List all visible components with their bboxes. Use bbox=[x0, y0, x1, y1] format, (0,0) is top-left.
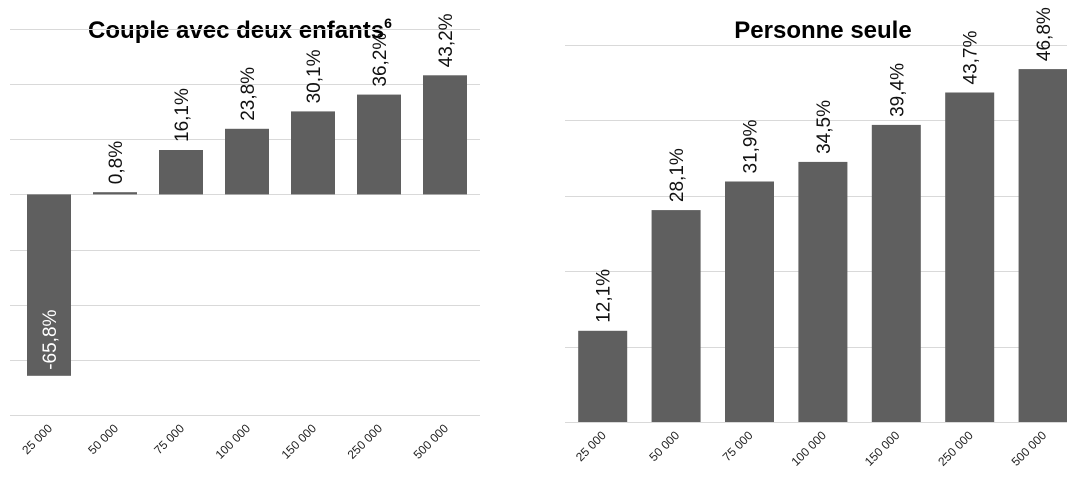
data-label: 39,4% bbox=[887, 63, 908, 117]
chart-couple: -65,8% 25 000 0,8% 50 000 16,1% 75 000 23,8% 10… bbox=[10, 13, 480, 462]
x-tick-label: 150 000 bbox=[279, 421, 320, 462]
bar bbox=[1018, 69, 1067, 422]
x-tick-label: 150 000 bbox=[862, 428, 903, 469]
bar bbox=[159, 150, 203, 195]
data-label: 16,1% bbox=[172, 88, 193, 142]
data-label: 43,7% bbox=[961, 31, 982, 85]
x-tick-label: 250 000 bbox=[935, 428, 976, 469]
bar bbox=[798, 161, 848, 422]
x-tick-label: 25 000 bbox=[573, 428, 609, 464]
bar bbox=[945, 92, 995, 422]
x-tick-label: 500 000 bbox=[1009, 428, 1050, 469]
data-label: 23,8% bbox=[238, 67, 259, 121]
data-label: 0,8% bbox=[106, 141, 127, 184]
x-tick-label: 75 000 bbox=[720, 428, 756, 464]
chart-title-single: Personne seule bbox=[734, 17, 911, 44]
data-label: -65,8% bbox=[40, 309, 61, 369]
x-tick-label: 500 000 bbox=[411, 421, 452, 462]
x-tick-label: 100 000 bbox=[213, 421, 254, 462]
data-label: 34,5% bbox=[814, 100, 835, 154]
bar bbox=[423, 75, 467, 195]
bar bbox=[27, 194, 71, 376]
x-tick-label: 50 000 bbox=[646, 428, 682, 464]
x-tick-label: 25 000 bbox=[19, 421, 55, 457]
data-label: 46,8% bbox=[1034, 7, 1055, 61]
x-tick-label: 100 000 bbox=[788, 428, 829, 469]
bar bbox=[578, 330, 628, 422]
data-label: 36,2% bbox=[370, 33, 391, 87]
bar bbox=[225, 128, 269, 195]
x-tick-label: 250 000 bbox=[345, 421, 386, 462]
x-tick-label: 75 000 bbox=[151, 421, 187, 457]
chart-title-couple: Couple avec deux enfants6 bbox=[88, 15, 392, 44]
bar bbox=[725, 181, 774, 422]
bar bbox=[871, 124, 921, 423]
x-tick-label: 50 000 bbox=[85, 421, 121, 457]
data-label: 43,2% bbox=[436, 13, 457, 67]
data-label: 30,1% bbox=[304, 49, 325, 103]
chart-single: 12,1% 25 000 28,1% 50 000 31,9% 75 000 34,5% 10… bbox=[565, 7, 1067, 469]
chart-title-couple-text: Couple avec deux enfants bbox=[88, 17, 384, 44]
bar bbox=[651, 210, 701, 422]
data-label: 28,1% bbox=[667, 148, 688, 202]
chart-title-superscript: 6 bbox=[384, 15, 392, 31]
data-label: 31,9% bbox=[741, 120, 762, 174]
bar bbox=[357, 94, 401, 195]
bar bbox=[93, 192, 137, 195]
data-label: 12,1% bbox=[594, 269, 615, 323]
bar bbox=[291, 111, 335, 195]
